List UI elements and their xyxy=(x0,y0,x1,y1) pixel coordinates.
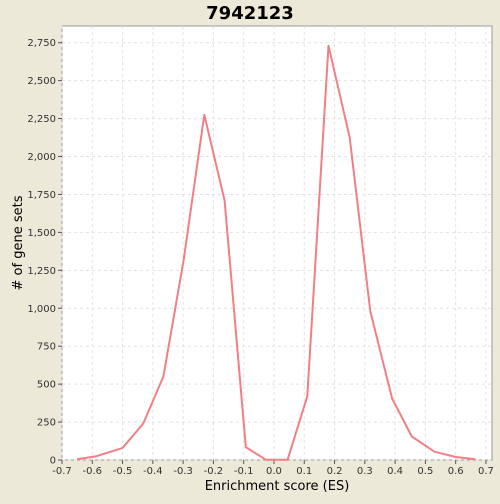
axes: -0.7 -0.6 -0.5 -0.4 -0.3 -0.2 -0.1 0.0 0.1 0.2 0.3… xyxy=(27,38,494,477)
chart-title: 7942123 xyxy=(206,3,294,24)
x-tick-label: 0.3 xyxy=(357,466,373,477)
x-tick-label: -0.6 xyxy=(83,466,103,477)
y-tick-label: 1,250 xyxy=(27,266,56,277)
x-tick-label: -0.3 xyxy=(173,466,193,477)
x-tick-label: 0.1 xyxy=(296,466,312,477)
y-tick-label: 1,500 xyxy=(27,228,56,239)
series-line xyxy=(76,44,476,461)
series-layer xyxy=(76,44,476,461)
x-tick-label: -0.2 xyxy=(204,466,224,477)
x-tick-label: -0.7 xyxy=(52,466,72,477)
gridlines xyxy=(61,26,492,461)
x-tick-label: 0.7 xyxy=(478,466,494,477)
y-tick-label: 1,750 xyxy=(27,190,56,201)
y-tick-label: 2,750 xyxy=(27,38,56,49)
x-tick-label: 0.2 xyxy=(327,466,343,477)
y-axis-label: # of gene sets xyxy=(11,195,26,290)
x-tick-label: 0.5 xyxy=(417,466,433,477)
y-tick-label: 500 xyxy=(37,380,56,391)
x-tick-label: 0.4 xyxy=(387,466,403,477)
x-axis-label: Enrichment score (ES) xyxy=(205,479,350,494)
y-tick-label: 750 xyxy=(37,342,56,353)
y-tick-label: 2,500 xyxy=(27,76,56,87)
x-tick-label: -0.1 xyxy=(234,466,254,477)
y-tick-label: 2,000 xyxy=(27,152,56,163)
y-tick-label: 2,250 xyxy=(27,114,56,125)
y-tick-label: 250 xyxy=(37,418,56,429)
x-tick-label: -0.4 xyxy=(143,466,163,477)
x-tick-label: 0.6 xyxy=(448,466,464,477)
y-tick-label: 0 xyxy=(50,456,56,467)
plot-area xyxy=(61,25,493,461)
x-tick-label: -0.5 xyxy=(113,466,133,477)
x-tick-label: 0.0 xyxy=(266,466,282,477)
y-tick-label: 1,000 xyxy=(27,304,56,315)
